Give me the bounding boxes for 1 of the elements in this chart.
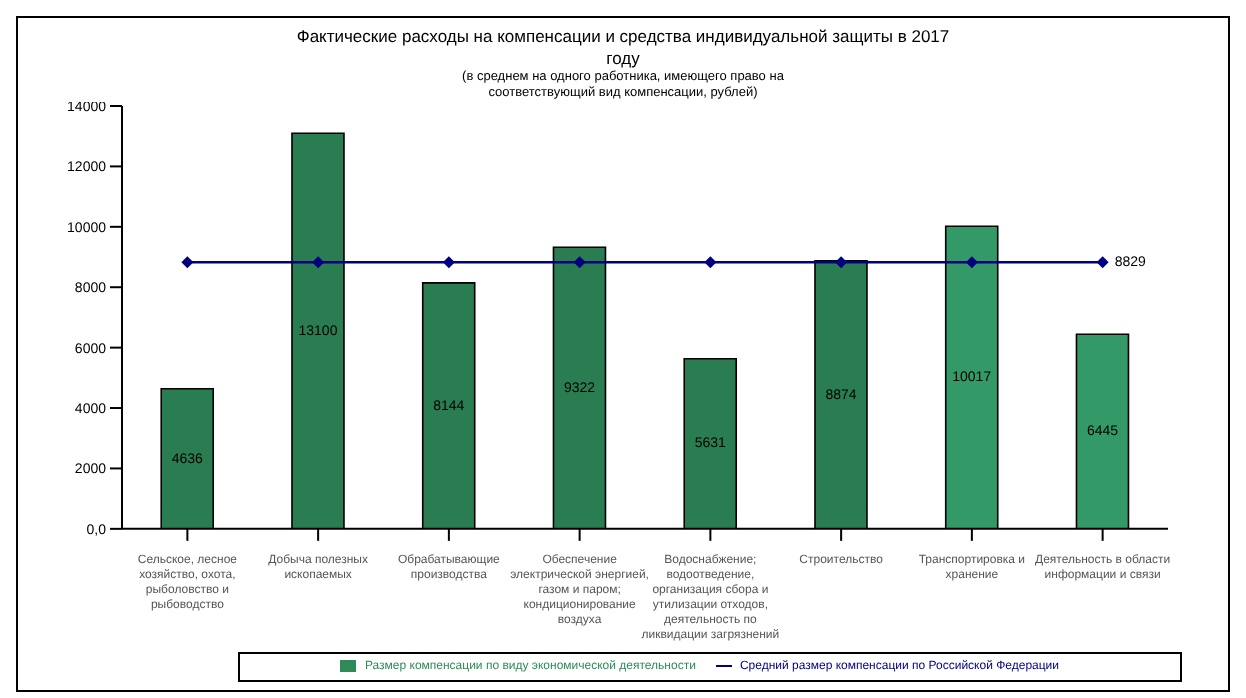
chart-title: Фактические расходы на компенсации и средства индивидуальной защиты в 2017 году [294, 26, 952, 70]
